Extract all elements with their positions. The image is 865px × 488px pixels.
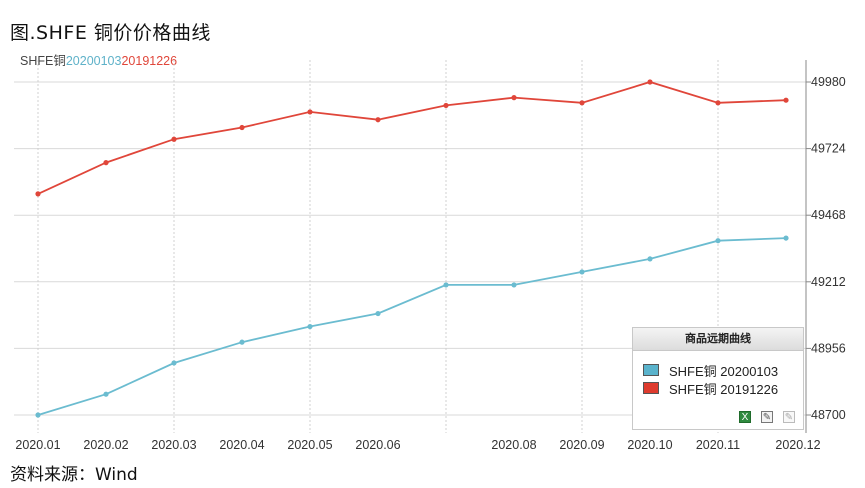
x-tick-label: 2020.10 (627, 438, 672, 452)
data-point-20200103 (579, 269, 585, 275)
edit-disabled-icon: ✎ (783, 411, 795, 423)
excel-icon[interactable]: X (739, 411, 751, 423)
data-point-20191226 (239, 124, 245, 131)
legend-panel-title[interactable]: 商品远期曲线 (633, 328, 803, 351)
legend-item-20191226[interactable]: SHFE铜 20191226 (643, 380, 779, 397)
data-point-20200103 (647, 256, 653, 262)
legend-item-label: SHFE铜 20191226 (669, 381, 779, 397)
x-tick-label: 2020.09 (559, 438, 604, 452)
data-point-20191226 (375, 117, 381, 123)
data-point-20200103 (715, 238, 721, 244)
legend-item-label: SHFE铜 20200103 (669, 363, 779, 379)
data-point-20200103 (35, 412, 41, 418)
data-point-20200103 (375, 310, 381, 317)
data-point-20200103 (171, 360, 177, 366)
x-tick-label: 2020.01 (15, 438, 60, 452)
legend-panel[interactable]: 商品远期曲线 SHFE铜 20200103 SHFE铜 20191226 X ✎… (632, 327, 804, 430)
edit-icon[interactable]: ✎ (761, 411, 773, 423)
data-point-20191226 (35, 191, 41, 197)
data-point-20191226 (103, 160, 109, 166)
data-point-20200103 (443, 282, 449, 288)
x-tick-label: 2020.11 (696, 438, 740, 452)
data-point-20191226 (579, 100, 585, 106)
x-tick-label: 2020.04 (219, 438, 264, 452)
x-tick-label: 2020.02 (83, 438, 128, 452)
y-tick-label: 49724 (811, 142, 846, 156)
data-point-20191226 (171, 136, 177, 142)
x-tick-label: 2020.03 (151, 438, 196, 452)
top-legend-series-1[interactable]: 20200103 (65, 54, 122, 68)
series-line-20200103 (37, 237, 787, 416)
data-point-20191226 (647, 79, 653, 85)
y-tick-label: 49468 (811, 208, 846, 222)
y-tick-label: 48700 (811, 408, 846, 422)
data-point-20191226 (443, 102, 449, 109)
data-point-20200103 (511, 282, 517, 288)
top-legend-label: SHFE铜 (20, 54, 66, 68)
y-tick-label: 49212 (811, 275, 846, 289)
figure-title: 图.SHFE 铜价价格曲线 (10, 22, 211, 44)
legend-item-20200103[interactable]: SHFE铜 20200103 (643, 362, 779, 379)
x-tick-label: 2020.08 (491, 438, 536, 452)
legend-swatch-20191226 (643, 382, 659, 394)
data-point-20200103 (307, 323, 313, 330)
top-legend-series-2[interactable]: 20191226 (121, 54, 178, 68)
data-point-20191226 (307, 109, 313, 115)
data-point-20200103 (239, 339, 245, 345)
data-point-20191226 (511, 95, 517, 101)
legend-toolbar: X ✎ ✎ (739, 411, 795, 423)
y-tick-label: 49980 (811, 75, 846, 89)
data-point-20200103 (783, 235, 789, 241)
data-point-20191226 (783, 97, 789, 103)
data-point-20191226 (715, 100, 721, 106)
x-tick-label: 2020.05 (287, 438, 332, 452)
source-note: 资料来源：Wind (10, 465, 138, 485)
legend-swatch-20200103 (643, 364, 659, 376)
y-tick-label: 48956 (811, 341, 846, 355)
series-line-20191226 (37, 81, 787, 195)
x-tick-label: 2020.06 (355, 438, 400, 452)
data-point-20200103 (103, 391, 109, 397)
x-tick-label: 2020.12 (775, 438, 820, 452)
top-legend: SHFE铜2020010320191226 (20, 50, 177, 69)
